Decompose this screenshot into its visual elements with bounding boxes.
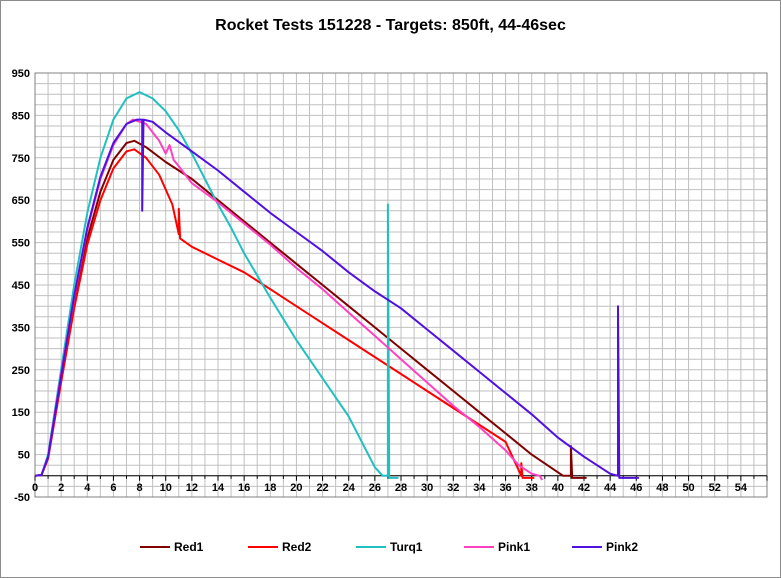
legend: Red1 Red2 Turq1 Pink1 Pink2 bbox=[140, 540, 638, 554]
y-tick-label: 950 bbox=[12, 68, 30, 80]
x-tick-label: 4 bbox=[84, 482, 91, 494]
series-line-pink2 bbox=[34, 118, 639, 479]
x-tick-label: 38 bbox=[526, 482, 538, 494]
y-tick-label: 150 bbox=[12, 407, 30, 419]
plot-border bbox=[34, 72, 768, 498]
x-tick-label: 28 bbox=[395, 482, 407, 494]
x-tick-label: 12 bbox=[186, 482, 198, 494]
legend-label-pink1: Pink1 bbox=[498, 540, 530, 554]
x-tick-label: 42 bbox=[578, 482, 590, 494]
legend-label-pink2: Pink2 bbox=[606, 540, 638, 554]
axes: 0 2 4 6 8 10 12 14 16 18 20 22 24 26 28 30 32 34 36 38 40 42 4… bbox=[12, 68, 768, 504]
x-tick-label: 44 bbox=[604, 482, 617, 494]
y-tick-label: 50 bbox=[18, 450, 30, 462]
chart-title: Rocket Tests 151228 - Targets: 850ft, 44… bbox=[215, 17, 566, 34]
x-tick-label: 10 bbox=[160, 482, 172, 494]
legend-label-red1: Red1 bbox=[174, 540, 204, 554]
y-tick-label: 650 bbox=[12, 195, 30, 207]
x-tick-label: 16 bbox=[238, 482, 250, 494]
y-tick-label: 350 bbox=[12, 322, 30, 334]
legend-label-turq1: Turq1 bbox=[390, 540, 423, 554]
y-tick-label: 450 bbox=[12, 280, 30, 292]
x-tick-label: 34 bbox=[473, 482, 486, 494]
y-tick-label: -50 bbox=[14, 492, 30, 504]
x-tick-label: 30 bbox=[421, 482, 433, 494]
x-tick-label: 50 bbox=[682, 482, 694, 494]
x-tick-label: 46 bbox=[630, 482, 642, 494]
x-tick-label: 26 bbox=[369, 482, 381, 494]
x-tick-label: 18 bbox=[264, 482, 276, 494]
x-tick-label: 2 bbox=[58, 482, 64, 494]
x-tick-label: 24 bbox=[343, 482, 356, 494]
x-tick-label: 32 bbox=[447, 482, 459, 494]
series-lines bbox=[34, 91, 639, 481]
y-tick-label: 550 bbox=[12, 238, 30, 250]
x-tick-label: 0 bbox=[32, 482, 38, 494]
x-tick-label: 36 bbox=[499, 482, 511, 494]
x-tick-label: 8 bbox=[137, 482, 143, 494]
y-tick-label: 750 bbox=[12, 153, 30, 165]
gridlines bbox=[34, 72, 768, 498]
x-tick-label: 40 bbox=[552, 482, 564, 494]
x-tick-label: 52 bbox=[709, 482, 721, 494]
series-line-red1 bbox=[34, 139, 587, 479]
x-tick-label: 22 bbox=[316, 482, 328, 494]
x-tick-label: 20 bbox=[290, 482, 302, 494]
y-tick-label: 850 bbox=[12, 110, 30, 122]
legend-label-red2: Red2 bbox=[282, 540, 312, 554]
y-tick-label: 250 bbox=[12, 365, 30, 377]
series-line-turq1 bbox=[34, 91, 399, 479]
x-tick-label: 6 bbox=[110, 482, 116, 494]
x-tick-label: 48 bbox=[656, 482, 668, 494]
x-tick-label: 54 bbox=[735, 482, 748, 494]
x-tick-label: 14 bbox=[212, 482, 225, 494]
